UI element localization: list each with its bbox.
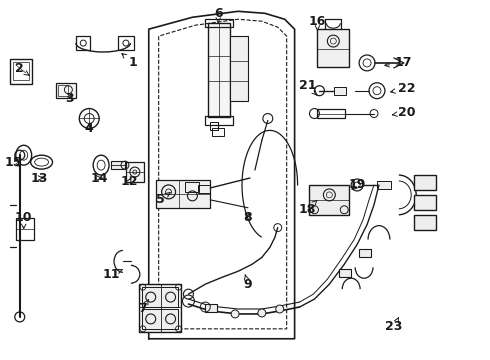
Text: 4: 4 (85, 122, 94, 135)
Bar (414, 175, 436, 190)
Text: 18: 18 (299, 201, 317, 216)
Text: 3: 3 (65, 92, 74, 105)
Text: 1: 1 (122, 54, 137, 69)
Bar (156, 180, 210, 208)
Bar (205, 116, 233, 125)
Text: 17: 17 (385, 57, 413, 69)
Text: 9: 9 (244, 275, 252, 291)
Bar (111, 161, 125, 169)
Bar (185, 182, 199, 192)
Bar (205, 19, 233, 27)
Text: 16: 16 (309, 15, 326, 31)
Bar (142, 287, 177, 307)
Bar (58, 85, 69, 96)
Text: 22: 22 (391, 82, 416, 95)
Text: 10: 10 (15, 211, 32, 229)
Bar (230, 36, 248, 100)
Text: 12: 12 (120, 175, 138, 189)
Bar (334, 87, 346, 95)
Text: 2: 2 (15, 62, 29, 76)
Circle shape (276, 305, 284, 313)
Bar (139, 284, 180, 332)
Bar (142, 309, 177, 329)
Bar (76, 36, 90, 50)
Bar (210, 122, 218, 130)
Text: 8: 8 (244, 211, 252, 224)
Bar (118, 36, 134, 50)
Text: 15: 15 (5, 156, 23, 168)
Bar (310, 185, 349, 215)
Bar (205, 304, 217, 312)
Text: 13: 13 (31, 171, 49, 185)
Text: 6: 6 (214, 7, 222, 23)
Bar (10, 59, 32, 84)
Bar (414, 215, 436, 230)
Bar (339, 269, 351, 277)
Text: 21: 21 (299, 79, 317, 95)
Text: 19: 19 (348, 179, 366, 192)
Text: 14: 14 (90, 171, 108, 185)
Bar (16, 218, 34, 239)
Bar (414, 195, 436, 210)
Text: 23: 23 (385, 318, 402, 333)
Circle shape (231, 310, 239, 318)
Text: 7: 7 (138, 300, 148, 315)
Text: 11: 11 (102, 268, 122, 281)
Bar (208, 23, 230, 117)
Bar (126, 162, 144, 182)
Text: 5: 5 (156, 192, 170, 206)
Bar (359, 249, 371, 257)
Bar (318, 29, 349, 67)
Text: 20: 20 (392, 106, 416, 119)
Bar (13, 62, 29, 80)
Bar (56, 83, 76, 98)
Bar (318, 109, 345, 118)
Circle shape (258, 309, 266, 317)
Bar (198, 185, 210, 193)
Bar (212, 129, 224, 136)
Bar (377, 181, 391, 189)
